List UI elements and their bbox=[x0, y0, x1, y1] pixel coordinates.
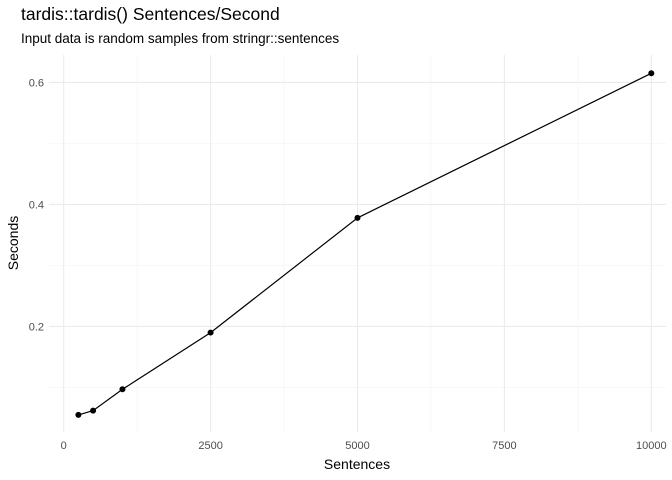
series-line bbox=[78, 72, 652, 416]
data-point bbox=[648, 70, 655, 77]
data-point bbox=[75, 411, 82, 418]
x-axis-ticks: 0 2500 5000 7500 10000 bbox=[61, 440, 667, 452]
series-seconds bbox=[75, 70, 655, 418]
chart-title: tardis::tardis() Sentences/Second bbox=[21, 4, 280, 24]
data-point bbox=[90, 407, 97, 414]
x-tick-label: 5000 bbox=[345, 440, 369, 452]
plot-grid bbox=[49, 55, 666, 432]
data-point bbox=[119, 386, 126, 393]
chart-subtitle: Input data is random samples from string… bbox=[21, 31, 339, 46]
y-tick-label: 0.4 bbox=[29, 199, 44, 211]
y-axis-ticks: 0.2 0.4 0.6 bbox=[29, 77, 44, 333]
y-axis-label: Seconds bbox=[5, 216, 21, 270]
y-tick-label: 0.2 bbox=[29, 321, 44, 333]
data-point bbox=[354, 214, 361, 221]
y-tick-label: 0.6 bbox=[29, 77, 44, 89]
x-tick-label: 0 bbox=[61, 440, 67, 452]
x-axis-label: Sentences bbox=[324, 456, 390, 472]
x-tick-label: 10000 bbox=[636, 440, 667, 452]
data-point bbox=[207, 329, 214, 336]
x-tick-label: 2500 bbox=[198, 440, 222, 452]
x-tick-label: 7500 bbox=[492, 440, 516, 452]
